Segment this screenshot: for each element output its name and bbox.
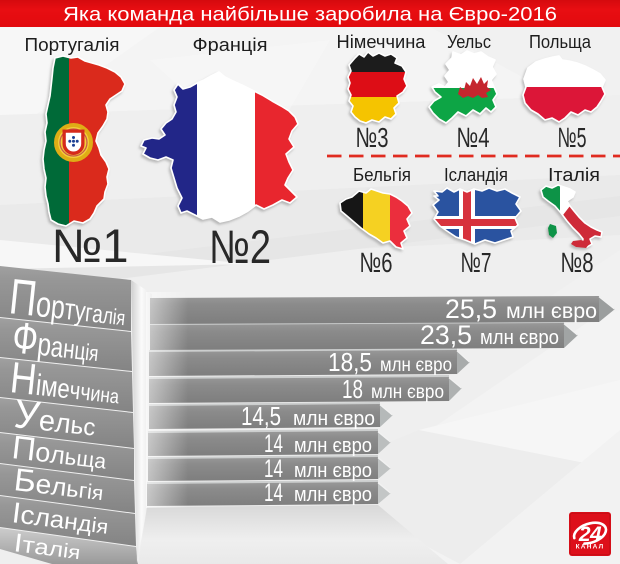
- svg-text:24: 24: [578, 523, 602, 546]
- svg-text:№1: №1: [52, 219, 129, 272]
- svg-text:№4: №4: [457, 122, 490, 153]
- svg-text:№8: №8: [561, 247, 594, 278]
- svg-text:Німеччина: Німеччина: [337, 32, 427, 52]
- svg-text:КАНАЛ: КАНАЛ: [576, 544, 605, 551]
- svg-text:Німеччина: Німеччина: [8, 353, 123, 413]
- svg-text:Бельгія: Бельгія: [12, 461, 106, 507]
- svg-text:Ісландія: Ісландія: [10, 497, 110, 540]
- svg-text:Італія: Італія: [12, 528, 82, 564]
- svg-text:№2: №2: [209, 220, 271, 273]
- svg-text:№5: №5: [558, 122, 587, 153]
- svg-text:№3: №3: [356, 122, 389, 153]
- svg-text:Уельс: Уельс: [12, 392, 98, 444]
- svg-text:№6: №6: [360, 247, 393, 278]
- svg-text:Уельс: Уельс: [447, 32, 491, 52]
- svg-text:Франція: Франція: [193, 35, 268, 55]
- svg-text:Яка команда найбільше заробила: Яка команда найбільше заробила на Євро-2…: [63, 4, 557, 26]
- svg-text:№7: №7: [461, 247, 492, 278]
- svg-text:Польща: Польща: [529, 32, 592, 52]
- svg-text:Португалія: Португалія: [25, 35, 120, 55]
- svg-text:Бельгія: Бельгія: [353, 165, 411, 185]
- svg-text:Італія: Італія: [548, 165, 600, 185]
- svg-text:Франція: Франція: [10, 314, 102, 371]
- svg-text:Португалія: Португалія: [7, 269, 129, 336]
- svg-text:Польща: Польща: [10, 428, 109, 476]
- svg-text:Ісландія: Ісландія: [444, 165, 508, 185]
